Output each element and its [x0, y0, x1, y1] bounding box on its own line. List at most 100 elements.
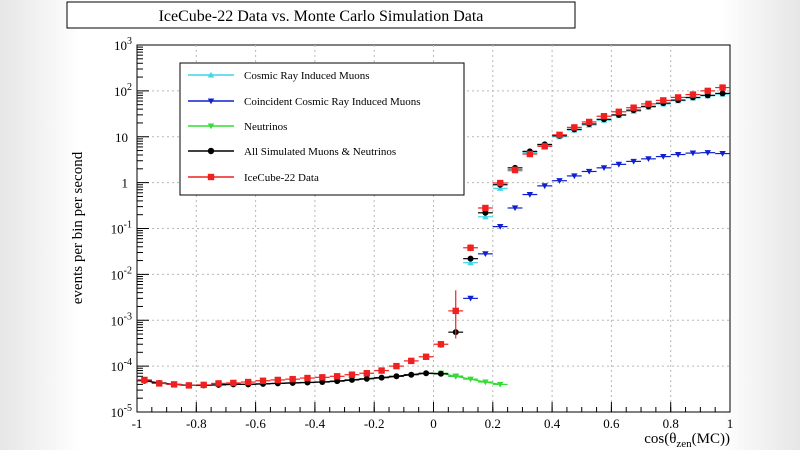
data-point [215, 380, 222, 387]
legend: Cosmic Ray Induced Muons Coincident Cosmi… [179, 62, 465, 196]
y-tick-label: 10-5 [111, 403, 132, 420]
x-tick-label: -0.4 [305, 416, 326, 431]
y-tick-label-exponent: 3 [127, 36, 132, 47]
legend-label: All Simulated Muons & Neutrinos [244, 146, 396, 158]
data-point [585, 118, 593, 126]
data-point [452, 373, 459, 380]
legend-entry: IceCube-22 Data [188, 172, 319, 184]
series-icecube-22-data [137, 84, 730, 389]
data-point [615, 161, 623, 168]
x-tick-label: 1 [727, 416, 734, 431]
data-point [674, 94, 682, 101]
x-axis-ticks [136, 402, 731, 412]
x-axis-title-suffix: (MC)) [692, 431, 730, 447]
data-point [408, 371, 415, 378]
x-tick-label: -0.8 [186, 416, 207, 431]
y-tick-label: 103 [114, 36, 132, 53]
data-point [689, 91, 697, 98]
data-point [541, 183, 548, 190]
legend-entry: Coincident Cosmic Ray Induced Muons [188, 96, 421, 108]
x-axis-title-prefix: cos( [644, 431, 669, 447]
data-point [289, 375, 296, 383]
legend-entry: Cosmic Ray Induced Muons [188, 70, 370, 82]
y-tick-label: 10-2 [111, 265, 132, 282]
data-point [482, 379, 489, 386]
data-point [304, 374, 311, 382]
y-tick-label-exponent: -5 [124, 403, 132, 414]
x-tick-label: 0 [430, 416, 437, 431]
series-neutrinos [433, 370, 508, 388]
data-point [571, 173, 578, 180]
data-point [660, 97, 667, 104]
legend-swatch-marker [207, 98, 215, 105]
data-point [526, 191, 534, 198]
data-point [319, 374, 326, 381]
data-point [467, 259, 474, 266]
data-point [556, 131, 563, 139]
x-tick-label: -1 [132, 416, 143, 431]
y-tick-label-exponent: 2 [127, 82, 132, 93]
y-tick-label: 10-3 [111, 311, 132, 328]
legend-swatch-marker [207, 173, 215, 181]
y-axis-title: events per bin per second [70, 151, 86, 304]
data-point [334, 378, 341, 385]
legend-swatch-marker [207, 147, 215, 155]
data-point [393, 373, 400, 380]
data-point [704, 150, 711, 156]
series-coincident-cosmic-ray-induced-muons [448, 150, 730, 380]
x-axis-title-theta: θ [669, 431, 676, 447]
chart-title: IceCube-22 Data vs. Monte Carlo Simulati… [159, 8, 484, 25]
data-point [497, 179, 504, 187]
data-point [497, 381, 504, 388]
data-point [378, 374, 385, 381]
data-point [423, 370, 430, 377]
data-point [719, 90, 726, 97]
data-point [630, 158, 637, 165]
data-point [422, 353, 430, 360]
y-tick-label-base: 10 [111, 405, 124, 420]
legend-frame [179, 62, 465, 196]
data-point [719, 84, 726, 91]
y-tick-label-base: 10 [111, 359, 124, 374]
data-point [467, 255, 474, 262]
data-point [363, 370, 370, 377]
y-tick-label-exponent: -2 [124, 265, 132, 276]
y-tick-label-base: 10 [111, 222, 124, 237]
data-point [511, 166, 519, 174]
data-point [615, 108, 623, 115]
x-axis-title-sub: zen [676, 438, 692, 450]
y-axis-ticks [137, 44, 149, 413]
data-point [274, 376, 282, 384]
y-tick-label-exponent: -1 [124, 220, 132, 231]
legend-label: Neutrinos [244, 121, 287, 133]
x-tick-label: 0.2 [485, 416, 501, 431]
data-point [230, 379, 237, 387]
data-marks [137, 84, 730, 389]
title-frame [66, 1, 576, 29]
data-point [600, 165, 608, 172]
x-axis-tick-labels: -1 -0.8 -0.6 -0.4 -0.2 0 0.2 0.4 0.6 0.8 1 [132, 416, 734, 431]
data-point [452, 307, 459, 315]
legend-swatch-marker [207, 71, 215, 78]
data-point [482, 213, 489, 220]
data-point [482, 209, 489, 216]
data-point [600, 113, 608, 120]
y-tick-label-exponent: -4 [124, 357, 132, 368]
data-point [378, 367, 385, 374]
data-point [348, 376, 355, 383]
data-point [333, 373, 341, 380]
data-point [170, 381, 178, 388]
data-point [467, 244, 474, 251]
x-tick-label: -0.6 [245, 416, 266, 431]
x-axis-title: cos(θzen(MC)) [644, 431, 730, 450]
y-tick-label-exponent: -3 [124, 311, 132, 322]
y-tick-label: 1 [122, 176, 129, 191]
data-point [393, 362, 400, 370]
data-point [363, 375, 370, 382]
data-point [719, 151, 726, 157]
y-tick-label: 102 [114, 82, 132, 99]
x-tick-label: 0.4 [544, 416, 561, 431]
chart-title-box: IceCube-22 Data vs. Monte Carlo Simulati… [66, 1, 576, 29]
